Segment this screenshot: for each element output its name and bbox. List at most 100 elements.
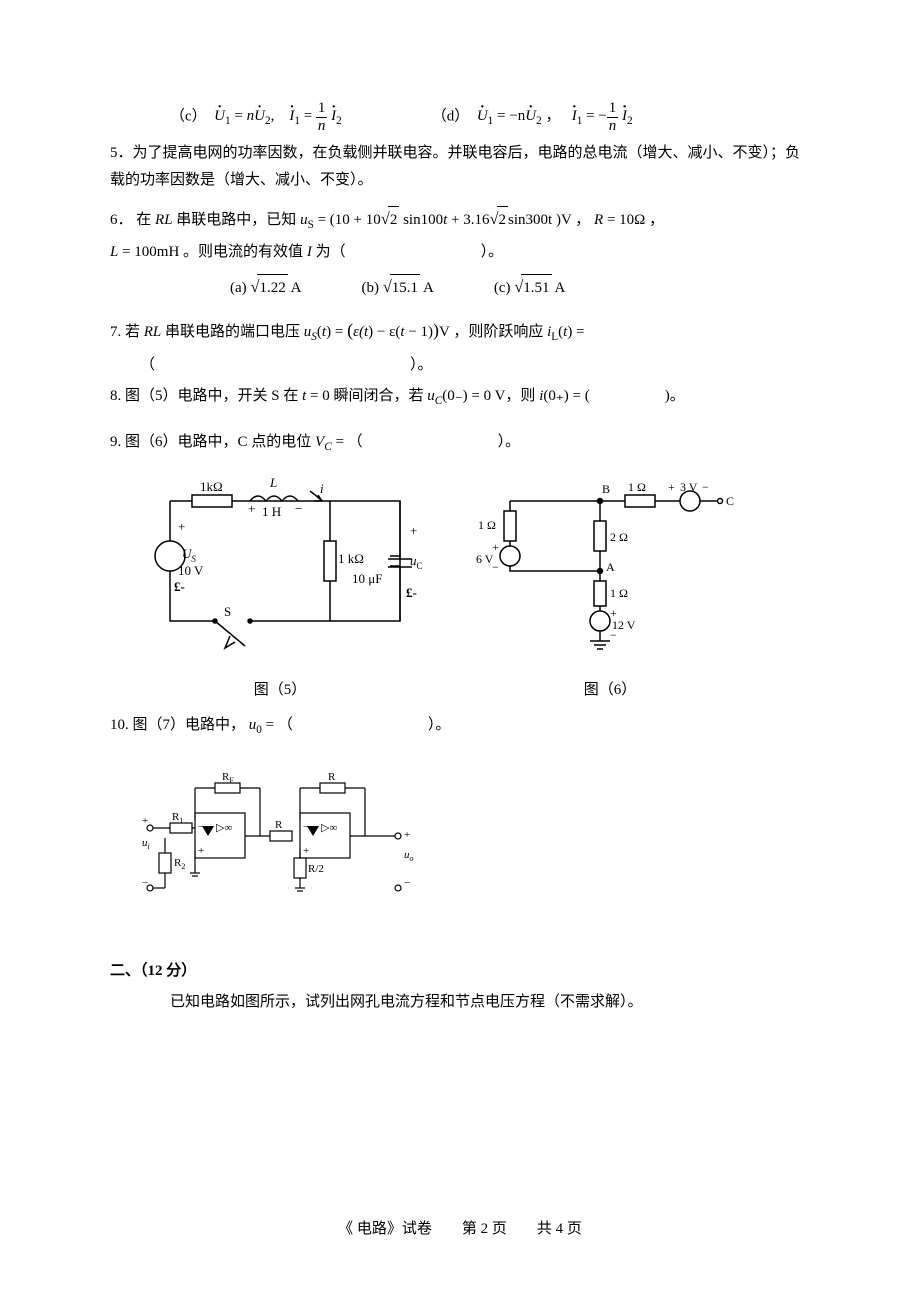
arg: (0₋) = 0 V，则: [442, 388, 539, 404]
sub: 2: [265, 115, 271, 127]
sqrt: 2: [388, 206, 400, 234]
ui: ui: [142, 837, 150, 851]
Rhalf: R/2: [308, 863, 324, 875]
fig5-C: 10 μF: [352, 571, 382, 586]
sub: 1: [577, 115, 583, 127]
R: R: [328, 771, 336, 783]
var: U: [525, 103, 536, 130]
fig7-svg: RF R R1 R2 R R/2 ▷∞ ▷∞ − + − + + ui − + …: [140, 758, 440, 918]
fig5-svg: 1kΩ L 1 H + − i + US 10 V £- 1 kΩ 10 μF …: [130, 471, 430, 671]
txt: 串联电路中，已知: [173, 212, 297, 228]
plus: +: [248, 501, 255, 516]
txt: 图（6）电路中，C 点的电位: [125, 434, 311, 450]
neg: −: [598, 108, 606, 124]
lbl: (a): [230, 280, 250, 296]
sub: C: [324, 441, 332, 453]
txt: 在: [136, 212, 155, 228]
fig-captions-56: 图（5） 图（6）: [110, 677, 810, 704]
minus: −: [198, 821, 204, 833]
fig5-L: L: [269, 475, 277, 490]
txt: 已知电路如图所示，试列出网孔电流方程和节点电压方程（不需求解）。: [170, 994, 643, 1010]
var: U: [214, 103, 225, 130]
p: ) =: [567, 324, 584, 340]
var: RL: [144, 324, 162, 340]
minus: −: [142, 877, 148, 889]
eps: − 1): [405, 324, 433, 340]
fig5-r1: 1kΩ: [200, 479, 223, 494]
num: 1: [316, 100, 328, 118]
q4-option-c: （c） U1 = nU2, I1 = 1n I2: [170, 100, 342, 134]
blank: = （ ）。: [335, 434, 520, 450]
tri: ▷∞: [216, 822, 232, 834]
R1: R1: [172, 811, 183, 825]
q-text: 为了提高电网的功率因数，在负载侧并联电容。并联电容后，电路的总电流（增大、减小、…: [110, 145, 800, 188]
opt-label: （c）: [170, 108, 207, 124]
r3: 1 Ω: [610, 586, 628, 600]
RF: RF: [222, 771, 234, 785]
q-num: 5．: [110, 145, 133, 161]
figs-5-6: 1kΩ L 1 H + − i + US 10 V £- 1 kΩ 10 μF …: [130, 471, 810, 671]
txt: 图（5）电路中，开关 S 在: [125, 388, 302, 404]
den: n: [316, 118, 328, 135]
eps: ε(: [353, 324, 364, 340]
txt: sin100: [399, 212, 443, 228]
var: u: [427, 388, 435, 404]
unit: A: [552, 280, 566, 296]
fig5-i: i: [320, 481, 324, 496]
q4-option-d: （d） U1 = −nU2 ， I1 = −1n I2: [432, 100, 633, 134]
q-num: 10.: [110, 717, 133, 733]
q6-opt-c: (c) √1.51 A: [494, 272, 565, 302]
val: = 10Ω ，: [603, 212, 664, 228]
sec2-text: 已知电路如图所示，试列出网孔电流方程和节点电压方程（不需求解）。: [110, 989, 810, 1016]
txt: 图（7）电路中，: [133, 717, 249, 733]
sub: 2: [536, 115, 542, 127]
sub: 0: [256, 724, 262, 736]
sqrt: 2: [497, 206, 509, 234]
fig5-uc: uC: [410, 553, 423, 571]
unit: A: [420, 280, 434, 296]
footer-text: 《 电路》试卷 第 2 页 共 4 页: [338, 1221, 582, 1237]
var: I: [572, 103, 577, 130]
eps: ) − ε(: [368, 324, 400, 340]
sub: 1: [488, 115, 494, 127]
fig5-caption: 图（5）: [130, 677, 430, 704]
var: I: [622, 103, 627, 130]
q6: 6． 在 RL 串联电路中，已知 uS = (10 + 10√2 sin100t…: [110, 204, 810, 235]
q4-options-cd: （c） U1 = nU2, I1 = 1n I2 （d） U1 = −nU2 ，…: [110, 100, 810, 134]
minus: −: [404, 877, 410, 889]
sub: 1: [294, 115, 300, 127]
txt: 串联电路的端口电压: [161, 324, 304, 340]
minus: −: [295, 501, 302, 516]
sec2: 二、（12 分）: [110, 958, 810, 985]
plus: +: [198, 845, 204, 857]
q6-line2: L = 100mH 。则电流的有效值 I 为（ ）。: [110, 239, 810, 266]
sub: 1: [225, 115, 231, 127]
fig6: 1 Ω + 6 V − B 2 Ω A 1 Ω + 3 V − C 1 Ω + …: [470, 471, 750, 671]
var: R: [594, 212, 603, 228]
tri: ▷∞: [321, 822, 337, 834]
plus: +: [178, 519, 185, 534]
opt-label: （d）: [432, 108, 470, 124]
var: I: [289, 103, 294, 130]
txt: 为（ ）。: [312, 244, 503, 260]
q-num: 8.: [110, 388, 125, 404]
txt: V ，则阶跃响应: [439, 324, 547, 340]
q7: 7. 若 RL 串联电路的端口电压 uS(t) = (ε(t) − ε(t − …: [110, 314, 810, 347]
sub: 2: [336, 115, 342, 127]
q10: 10. 图（7）电路中， u0 = （ ）。: [110, 712, 810, 740]
var: U: [254, 103, 265, 130]
lbl: (c): [494, 280, 514, 296]
v3: 3 V: [680, 480, 698, 494]
rtop: 1 Ω: [628, 480, 646, 494]
fig5: 1kΩ L 1 H + − i + US 10 V £- 1 kΩ 10 μF …: [130, 471, 430, 671]
val: 15.1: [390, 274, 420, 302]
minus: £-: [174, 579, 185, 594]
minus: −: [303, 821, 309, 833]
var: u: [300, 212, 308, 228]
minus: −: [610, 628, 617, 642]
q-num: 9.: [110, 434, 125, 450]
lbl: (b): [361, 280, 382, 296]
footer: 《 电路》试卷 第 2 页 共 4 页: [110, 1216, 810, 1243]
den: n: [607, 118, 619, 135]
fig6-caption: 图（6）: [470, 677, 750, 704]
